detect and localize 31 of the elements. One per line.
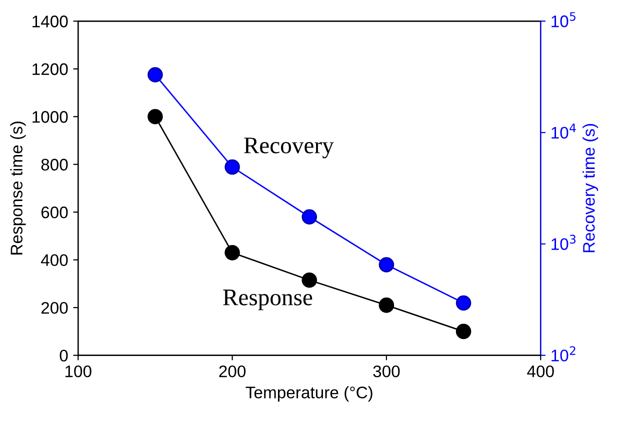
point — [378, 298, 394, 313]
y-tick-label: 800 — [41, 158, 68, 171]
y2-tick-label: 10$^{3}$ — [552, 234, 576, 250]
y2-axis-title: Recovery time (s) — [582, 124, 598, 252]
y-tick-label: 200 — [41, 302, 68, 314]
y2-tick-label: 10$^{5}$ — [552, 12, 576, 28]
point — [302, 209, 318, 224]
x-tick-label: 200 — [219, 365, 246, 378]
x-axis-title: Temperature (°C) — [246, 386, 372, 402]
series-label: Recovery — [244, 138, 334, 158]
y-tick-label: 1400 — [32, 16, 68, 28]
y-tick-label: 600 — [41, 206, 68, 218]
y-tick-label: 1200 — [32, 63, 68, 76]
point — [224, 159, 240, 175]
point — [456, 324, 472, 340]
point — [224, 245, 240, 260]
y-axis-title: Response time (s) — [10, 122, 26, 254]
point — [302, 272, 318, 288]
y2-tick-label: 10$^{2}$ — [552, 346, 576, 362]
point — [456, 295, 472, 311]
point — [148, 67, 163, 82]
x-tick-label: 100 — [65, 365, 92, 378]
x-tick-label: 400 — [527, 365, 554, 378]
point — [148, 108, 163, 124]
series-label: Response — [223, 290, 312, 310]
x-tick-label: 300 — [373, 365, 400, 378]
y-tick-label: 0 — [60, 350, 68, 362]
y-tick-label: 1000 — [32, 111, 68, 123]
point — [378, 257, 394, 272]
y-tick-label: 400 — [40, 254, 68, 266]
y2-tick-label: 10$^{4}$ — [552, 124, 576, 139]
